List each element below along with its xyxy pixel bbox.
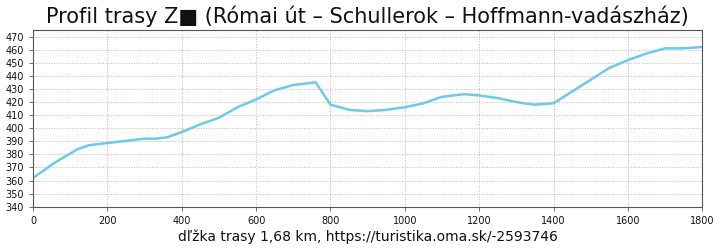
X-axis label: dľžka trasy 1,68 km, https://turistika.oma.sk/-2593746: dľžka trasy 1,68 km, https://turistika.o… (178, 230, 557, 244)
Title: Profil trasy Z■ (Római út – Schullerok – Hoffmann-vadászház): Profil trasy Z■ (Római út – Schullerok –… (46, 6, 689, 27)
